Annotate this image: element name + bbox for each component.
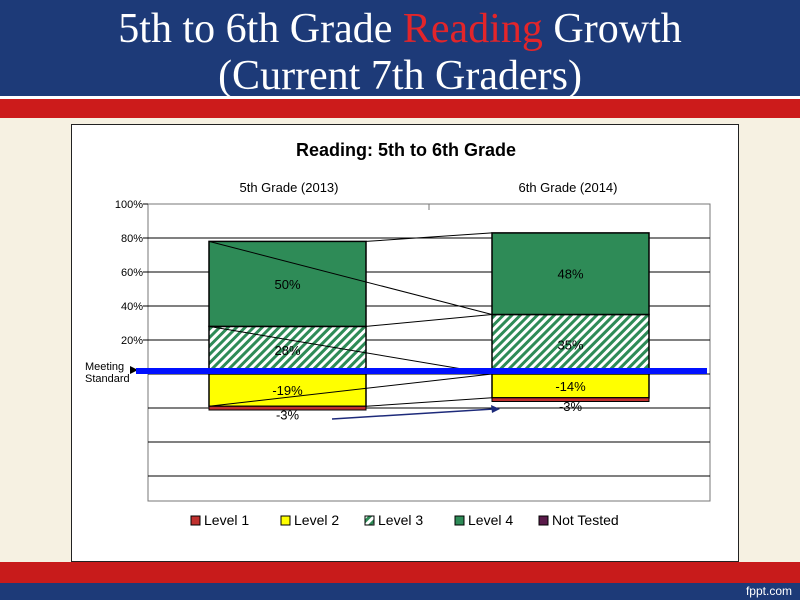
bar-level-1: [208, 405, 367, 411]
legend-label: Not Tested: [552, 512, 619, 528]
connector-line: [365, 314, 493, 327]
data-label-level-1: -3%: [276, 407, 300, 422]
title-line-1: 5th to 6th Grade Reading Growth: [0, 6, 800, 53]
standard-label-line-1: Meeting: [85, 361, 124, 373]
y-tick-label: 80%: [121, 233, 143, 245]
growth-arrow-line: [331, 408, 495, 420]
growth-arrow-head-icon: [491, 405, 500, 413]
legend-swatch: [190, 515, 201, 526]
footer-stripe: [0, 562, 800, 583]
category-label: 6th Grade (2014): [518, 180, 617, 195]
connector-line: [365, 232, 493, 242]
title-text-2: Growth: [542, 6, 682, 52]
title-accent-word: Reading: [402, 6, 543, 52]
data-label-level-3: 35%: [557, 337, 583, 352]
chart-panel: Reading: 5th to 6th Grade 5th Grade (201…: [71, 124, 739, 562]
bar-level-4: [491, 232, 650, 316]
connector-diagonal: [208, 373, 493, 407]
y-tick-label: 40%: [121, 301, 143, 313]
legend-label: Level 4: [468, 512, 513, 528]
legend-swatch: [538, 515, 549, 526]
bar-level-2: [208, 373, 367, 408]
header-stripe: [0, 99, 800, 118]
y-tick-label: 20%: [121, 335, 143, 347]
chart-svg: Reading: 5th to 6th Grade 5th Grade (201…: [85, 140, 711, 528]
chart-title: Reading: 5th to 6th Grade: [296, 140, 516, 160]
chart-plot: 5th Grade (2013) 6th Grade (2014) 100% 80% 6…: [85, 180, 711, 528]
bar-level-4: [208, 240, 367, 328]
standard-arrow-icon: [130, 366, 138, 374]
legend-swatch: [364, 515, 375, 526]
data-label-level-2: -14%: [555, 379, 586, 394]
footer-bar: [0, 583, 800, 600]
bar-level-1: [491, 397, 650, 402]
y-tick-label: 60%: [121, 267, 143, 279]
title-text-1: 5th to 6th Grade: [118, 6, 403, 52]
standard-line: [136, 368, 707, 374]
data-label-level-3: 28%: [274, 343, 300, 358]
standard-label-line-2: Standard: [85, 373, 130, 385]
slide-title: 5th to 6th Grade Reading Growth (Current…: [0, 6, 800, 100]
footer-credit: fppt.com: [745, 584, 792, 598]
legend-swatch: [454, 515, 465, 526]
legend-label: Level 2: [294, 512, 339, 528]
title-line-2: (Current 7th Graders): [218, 53, 582, 99]
y-tick-label: 100%: [115, 199, 143, 211]
legend-label: Level 1: [204, 512, 249, 528]
data-label-level-4: 50%: [274, 277, 300, 292]
connector-diagonal: [208, 240, 493, 315]
data-label-level-1: -3%: [559, 399, 583, 414]
header-divider: [0, 96, 800, 99]
data-label-level-2: -19%: [272, 383, 303, 398]
connector-diagonal: [208, 325, 493, 375]
data-label-level-4: 48%: [557, 267, 583, 282]
connector-line: [365, 397, 493, 407]
legend-swatch: [280, 515, 291, 526]
category-label: 5th Grade (2013): [239, 180, 338, 195]
legend-label: Level 3: [378, 512, 423, 528]
slide-header: [0, 0, 800, 102]
